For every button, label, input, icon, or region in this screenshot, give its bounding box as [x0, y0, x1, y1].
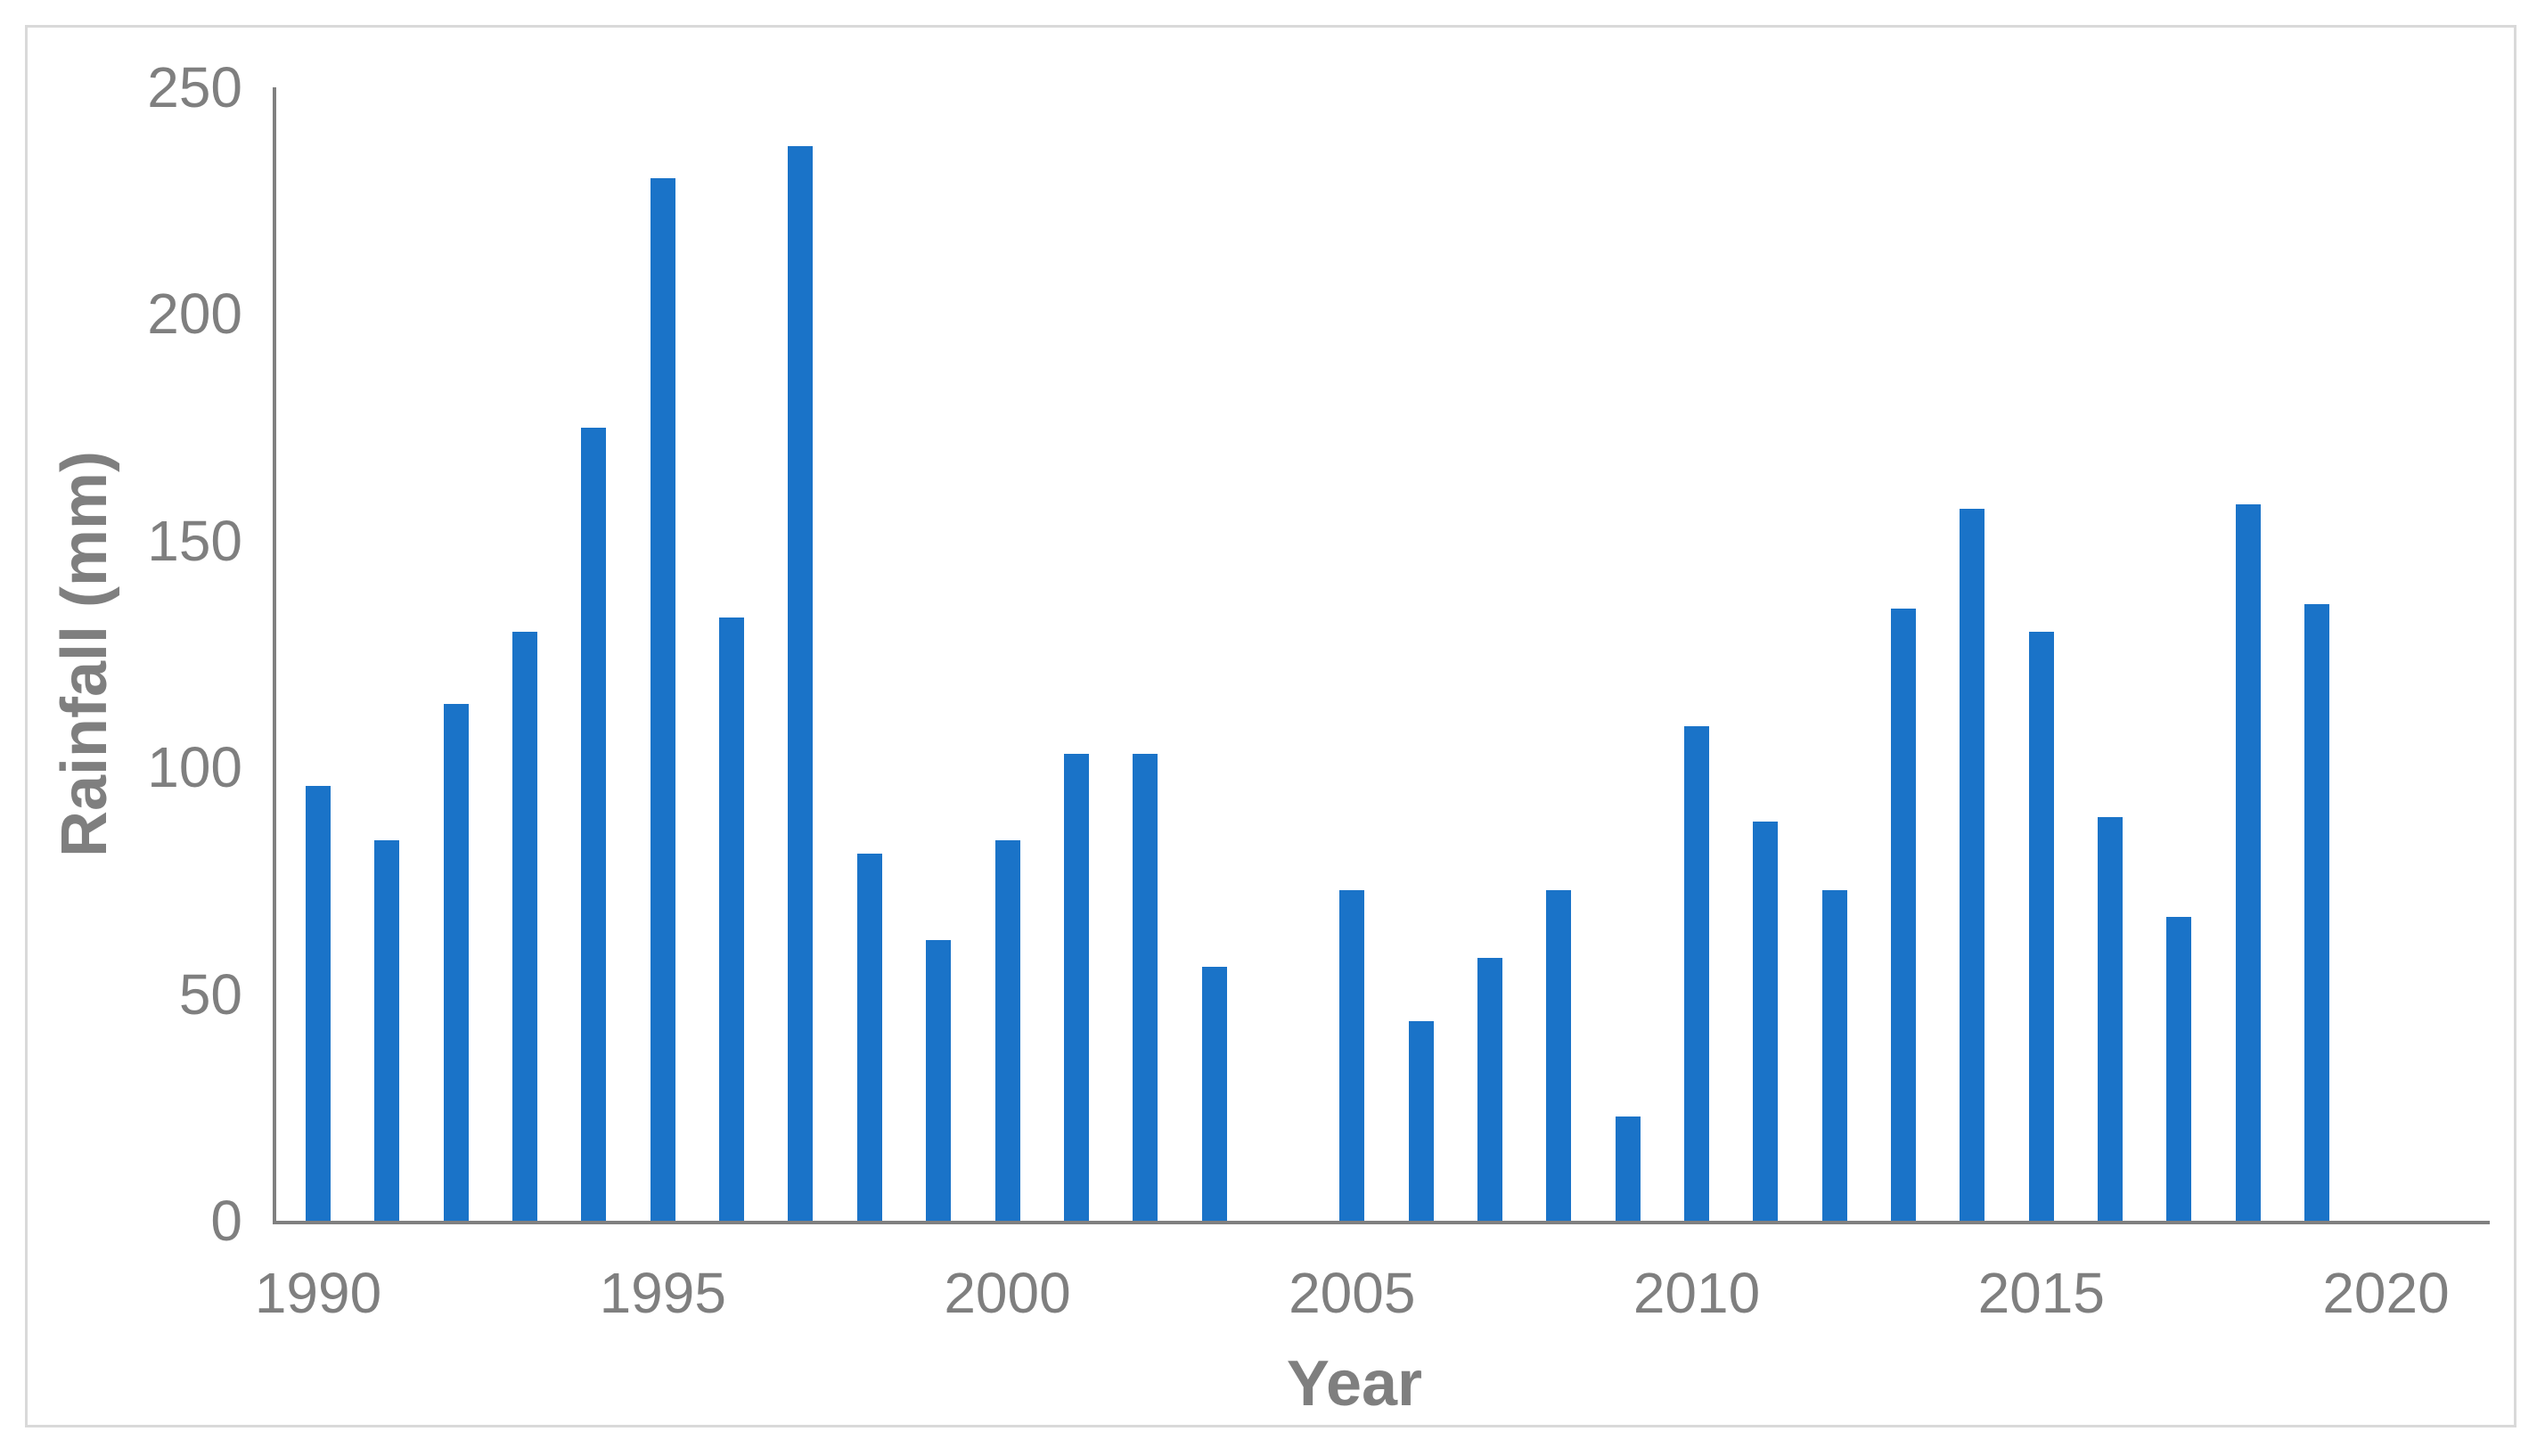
- bar-2013: [1891, 609, 1917, 1221]
- bar-2010: [1684, 726, 1709, 1221]
- bar-2014: [1960, 509, 1985, 1221]
- bar-2005: [1339, 889, 1365, 1221]
- bar-2002: [1133, 753, 1158, 1221]
- bar-1991: [374, 839, 400, 1221]
- bar-1995: [650, 177, 675, 1221]
- y-tick-label-250: 250: [147, 55, 242, 119]
- bar-2011: [1753, 822, 1779, 1221]
- bar-2008: [1546, 889, 1572, 1221]
- bar-1996: [719, 618, 745, 1221]
- bar-2003: [1201, 967, 1227, 1221]
- bar-2017: [2166, 917, 2192, 1221]
- y-tick-label-150: 150: [147, 508, 242, 573]
- bar-2006: [1408, 1021, 1434, 1221]
- x-tick-label-1995: 1995: [599, 1261, 726, 1325]
- bar-1990: [306, 785, 331, 1221]
- bar-2000: [994, 839, 1020, 1221]
- bar-1993: [512, 631, 538, 1221]
- y-axis-line: [273, 87, 276, 1224]
- y-tick-label-0: 0: [210, 1189, 242, 1253]
- bar-2001: [1063, 753, 1089, 1221]
- x-axis-line: [273, 1221, 2490, 1224]
- bar-2016: [2098, 817, 2124, 1221]
- bar-1999: [926, 939, 952, 1221]
- bar-2018: [2235, 504, 2261, 1221]
- bar-1994: [581, 427, 607, 1221]
- x-axis-title: Year: [1286, 1348, 1423, 1419]
- bar-2012: [1821, 889, 1847, 1221]
- y-tick-label-100: 100: [147, 735, 242, 800]
- x-tick-label-2010: 2010: [1633, 1261, 1761, 1325]
- x-tick-label-2015: 2015: [1977, 1261, 2105, 1325]
- bar-2015: [2028, 631, 2054, 1221]
- x-tick-label-2005: 2005: [1289, 1261, 1416, 1325]
- bar-2019: [2304, 604, 2330, 1221]
- bar-1997: [788, 146, 814, 1221]
- bar-1992: [443, 703, 469, 1221]
- y-tick-label-200: 200: [147, 282, 242, 347]
- x-tick-label-2000: 2000: [944, 1261, 1071, 1325]
- bar-1998: [856, 853, 882, 1221]
- y-axis-title: Rainfall (mm): [49, 450, 120, 858]
- x-tick-label-1990: 1990: [254, 1261, 382, 1325]
- bar-2009: [1615, 1116, 1641, 1221]
- x-tick-label-2020: 2020: [2322, 1261, 2450, 1325]
- chart-border: [25, 25, 2516, 1427]
- bar-2007: [1477, 957, 1502, 1221]
- y-tick-label-50: 50: [178, 961, 242, 1027]
